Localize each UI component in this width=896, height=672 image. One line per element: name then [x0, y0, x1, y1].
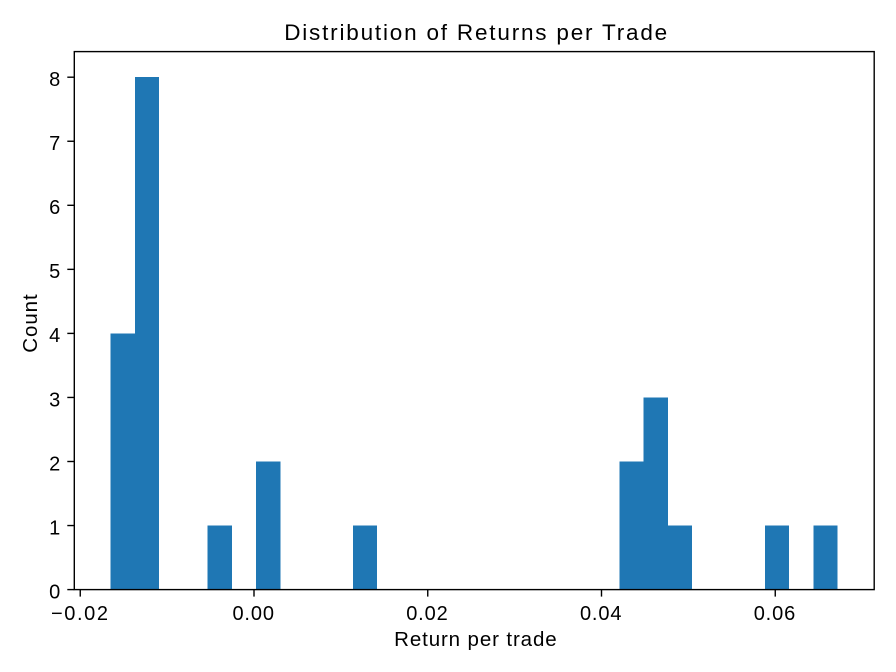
svg-text:2: 2	[49, 453, 60, 475]
svg-text:0.06: 0.06	[754, 603, 796, 625]
svg-text:3: 3	[49, 389, 60, 411]
svg-text:4: 4	[49, 325, 60, 347]
svg-text:0.00: 0.00	[232, 603, 274, 625]
svg-text:Return per trade: Return per trade	[394, 628, 557, 651]
svg-text:−0.02: −0.02	[51, 603, 108, 625]
svg-text:Distribution of Returns per Tr: Distribution of Returns per Trade	[284, 20, 667, 45]
svg-text:0.04: 0.04	[580, 603, 622, 625]
svg-text:1: 1	[49, 517, 60, 539]
svg-text:8: 8	[49, 69, 60, 91]
svg-text:5: 5	[49, 261, 60, 283]
svg-text:7: 7	[49, 133, 60, 155]
svg-text:Count: Count	[19, 294, 42, 353]
svg-text:0.02: 0.02	[406, 603, 448, 625]
svg-text:6: 6	[49, 197, 60, 219]
svg-text:0: 0	[49, 581, 60, 603]
